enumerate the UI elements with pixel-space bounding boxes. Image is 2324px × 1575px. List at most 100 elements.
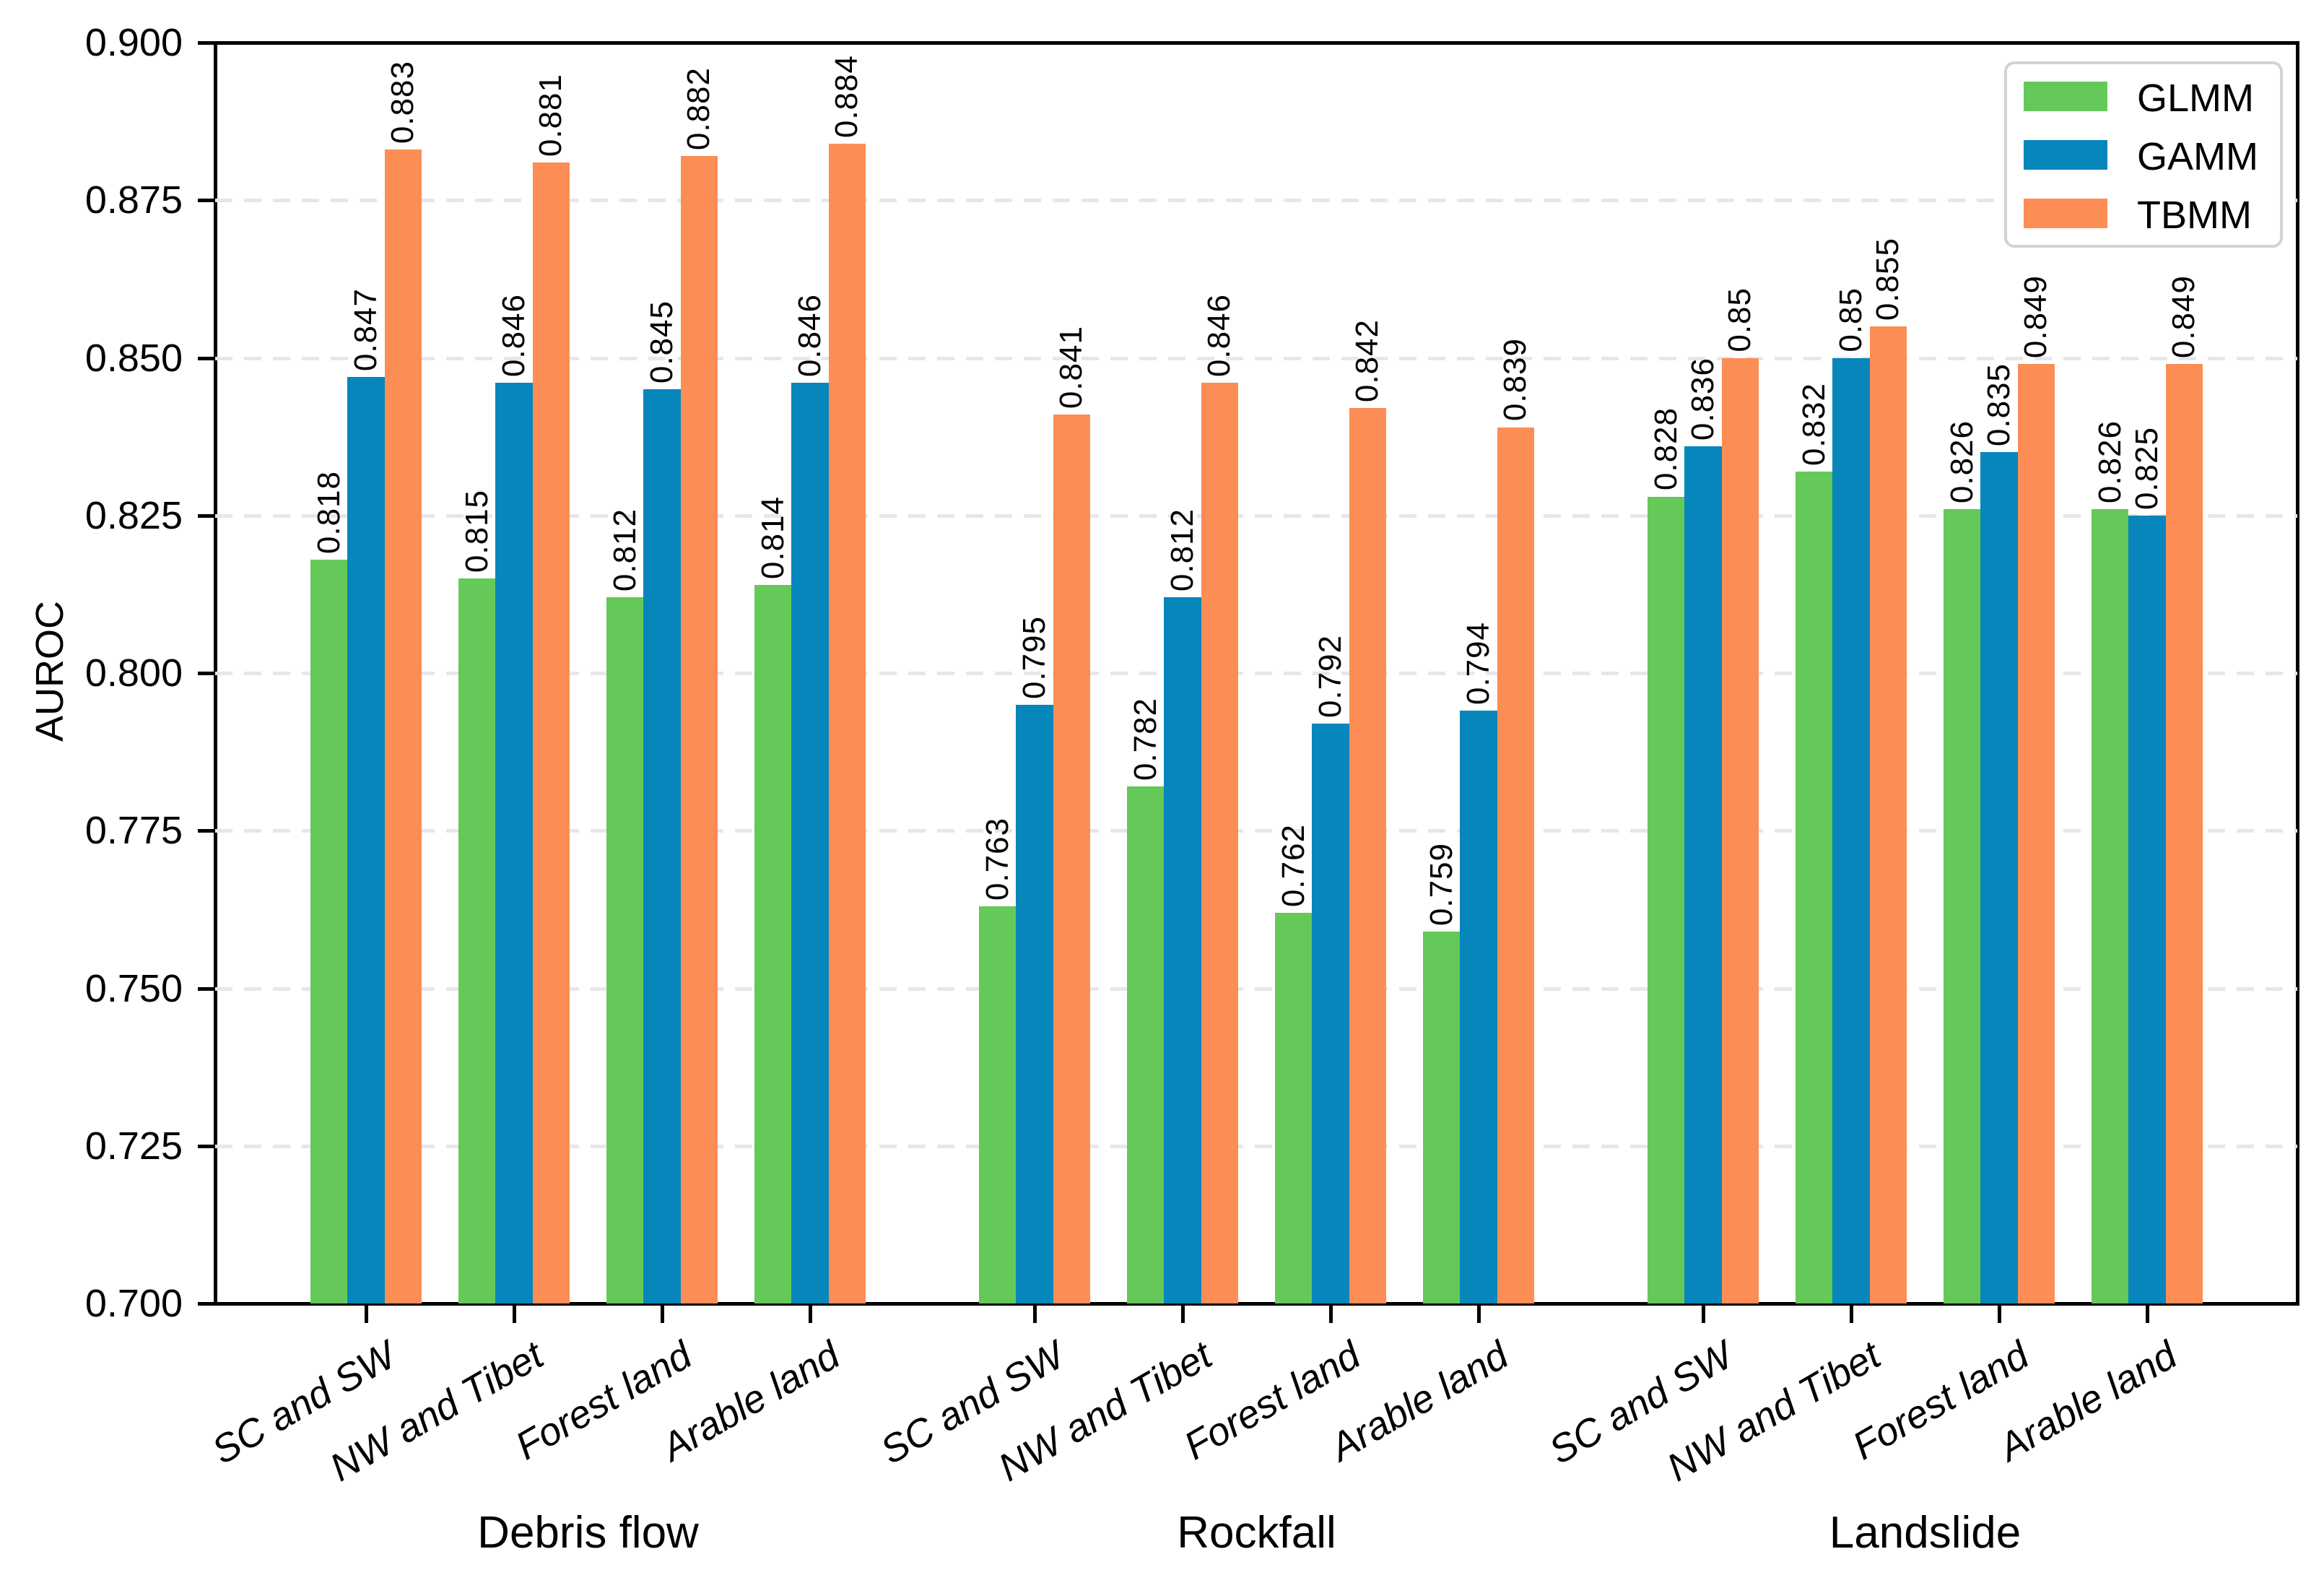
bar-tbmm-debris-flow-forest-land xyxy=(680,156,718,1303)
bar-value-label: 0.884 xyxy=(829,54,865,138)
y-tick-label: 0.875 xyxy=(84,178,183,222)
bar-value-label: 0.839 xyxy=(1497,338,1533,422)
x-tick xyxy=(1329,1306,1333,1323)
bar-value-label: 0.841 xyxy=(1053,325,1089,409)
x-tick xyxy=(1850,1306,1853,1323)
bar-value-label: 0.794 xyxy=(1461,622,1496,706)
legend-label-gamm: GAMM xyxy=(2137,135,2258,178)
bar-value-label: 0.836 xyxy=(1685,357,1720,441)
bar-value-label: 0.826 xyxy=(1944,420,1980,504)
legend: GLMM GAMM TBMM xyxy=(2004,61,2283,248)
x-tick xyxy=(2146,1306,2149,1323)
x-tick xyxy=(1702,1306,1705,1323)
x-tick xyxy=(1181,1306,1185,1323)
bar-value-label: 0.762 xyxy=(1275,823,1311,907)
bar-glmm-debris-flow-sc-and-sw xyxy=(310,559,348,1303)
x-tick xyxy=(513,1306,516,1323)
y-tick-label: 0.850 xyxy=(84,336,183,380)
y-tick xyxy=(198,1144,214,1148)
x-tick xyxy=(1477,1306,1481,1323)
bar-value-label: 0.818 xyxy=(310,470,347,554)
bar-gamm-rockfall-nw-and-tibet xyxy=(1164,597,1201,1303)
y-tick xyxy=(198,513,214,518)
bar-value-label: 0.845 xyxy=(644,300,679,384)
bar-value-label: 0.846 xyxy=(496,294,531,378)
x-tick xyxy=(809,1306,812,1323)
y-tick-label: 0.725 xyxy=(84,1124,183,1168)
gridline xyxy=(215,1144,2297,1148)
group-label-landslide: Landslide xyxy=(1829,1508,2021,1558)
y-tick xyxy=(198,829,214,833)
bar-glmm-debris-flow-forest-land xyxy=(606,597,644,1303)
bar-value-label: 0.812 xyxy=(606,508,643,592)
bar-value-label: 0.832 xyxy=(1796,382,1832,466)
gridline xyxy=(215,986,2297,991)
bar-glmm-rockfall-nw-and-tibet xyxy=(1127,786,1165,1303)
y-tick-label: 0.900 xyxy=(84,21,183,64)
gridline xyxy=(215,199,2297,203)
gridline xyxy=(215,356,2297,360)
bar-gamm-landslide-sc-and-sw xyxy=(1684,446,1722,1303)
bar-glmm-rockfall-sc-and-sw xyxy=(979,906,1017,1303)
bar-gamm-landslide-nw-and-tibet xyxy=(1832,357,1870,1303)
y-tick-label: 0.800 xyxy=(84,651,183,695)
bar-value-label: 0.782 xyxy=(1127,698,1163,781)
bar-glmm-debris-flow-nw-and-tibet xyxy=(458,578,496,1303)
bar-value-label: 0.792 xyxy=(1313,634,1348,718)
bar-value-label: 0.883 xyxy=(385,61,421,144)
y-tick-label: 0.775 xyxy=(84,809,183,853)
bar-gamm-rockfall-sc-and-sw xyxy=(1016,704,1053,1303)
bar-tbmm-landslide-forest-land xyxy=(2017,364,2055,1303)
bar-value-label: 0.812 xyxy=(1165,508,1200,592)
x-tick xyxy=(365,1306,368,1323)
gridline xyxy=(215,672,2297,675)
bar-value-label: 0.882 xyxy=(681,67,717,151)
bar-glmm-rockfall-forest-land xyxy=(1275,912,1313,1303)
bar-value-label: 0.826 xyxy=(2092,420,2128,504)
bar-value-label: 0.815 xyxy=(458,489,495,573)
bar-value-label: 0.795 xyxy=(1017,615,1052,699)
bar-glmm-landslide-forest-land xyxy=(1944,509,1981,1303)
bar-tbmm-rockfall-sc-and-sw xyxy=(1053,415,1090,1303)
bar-value-label: 0.846 xyxy=(792,294,827,378)
bar-value-label: 0.835 xyxy=(1981,363,2016,447)
group-label-rockfall: Rockfall xyxy=(1177,1508,1336,1558)
y-tick xyxy=(198,41,214,45)
bar-tbmm-landslide-sc-and-sw xyxy=(1721,357,1759,1303)
bar-value-label: 0.881 xyxy=(533,73,569,157)
bar-tbmm-landslide-nw-and-tibet xyxy=(1869,326,1907,1303)
legend-swatch-tbmm xyxy=(2024,199,2107,228)
bar-value-label: 0.842 xyxy=(1349,319,1385,403)
bar-value-label: 0.763 xyxy=(979,817,1015,901)
bar-value-label: 0.846 xyxy=(1201,294,1237,378)
bar-gamm-debris-flow-arable-land xyxy=(791,383,829,1303)
bar-tbmm-rockfall-forest-land xyxy=(1349,408,1386,1303)
legend-label-tbmm: TBMM xyxy=(2137,194,2252,237)
y-tick xyxy=(198,672,214,675)
gridline xyxy=(215,513,2297,518)
bar-value-label: 0.828 xyxy=(1648,407,1684,491)
y-tick xyxy=(198,356,214,360)
bar-tbmm-debris-flow-sc-and-sw xyxy=(384,149,422,1303)
bar-value-label: 0.855 xyxy=(1870,237,1906,321)
y-tick-label: 0.825 xyxy=(84,493,183,537)
bar-value-label: 0.85 xyxy=(1833,287,1868,352)
bar-gamm-rockfall-forest-land xyxy=(1312,723,1349,1303)
gridline xyxy=(215,829,2297,833)
y-axis-title: AUROC xyxy=(28,601,71,742)
bar-glmm-landslide-sc-and-sw xyxy=(1648,496,1685,1303)
bar-tbmm-debris-flow-nw-and-tibet xyxy=(532,162,570,1303)
bar-glmm-landslide-arable-land xyxy=(2092,509,2129,1303)
legend-label-glmm: GLMM xyxy=(2137,77,2254,120)
bar-value-label: 0.825 xyxy=(2129,426,2164,510)
bar-gamm-debris-flow-forest-land xyxy=(643,389,681,1303)
bar-gamm-landslide-forest-land xyxy=(1980,452,2018,1303)
legend-swatch-glmm xyxy=(2024,82,2107,111)
bar-gamm-rockfall-arable-land xyxy=(1460,711,1497,1303)
y-tick-label: 0.750 xyxy=(84,966,183,1010)
x-tick xyxy=(1998,1306,2001,1323)
bar-gamm-debris-flow-nw-and-tibet xyxy=(495,383,533,1303)
bar-value-label: 0.814 xyxy=(754,495,791,579)
group-label-debris-flow: Debris flow xyxy=(477,1508,699,1558)
